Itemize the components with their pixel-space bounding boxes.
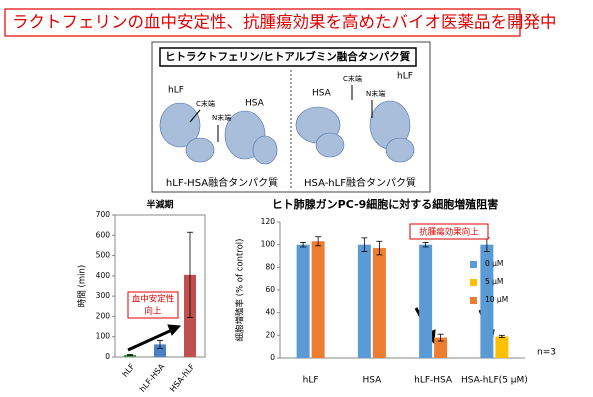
- figure-caption: hLF-HSA融合タンパク質: [166, 176, 278, 189]
- figure-label: hLF: [168, 86, 184, 96]
- legend-label: 5 μM: [485, 277, 503, 286]
- y-tick-label: 120: [261, 217, 276, 226]
- chart-title: ヒト肺腺ガンPC-9細胞に対する細胞増殖阻害: [272, 197, 499, 211]
- figure-label: hLF: [397, 72, 413, 82]
- title-box: [4, 8, 521, 37]
- protein-structures: [159, 100, 415, 165]
- y-tick-label: 700: [96, 210, 111, 219]
- y-tick-label: 0: [270, 353, 275, 362]
- y-axis-label: 時間 (min): [78, 265, 88, 307]
- y-tick-label: 200: [96, 311, 111, 320]
- annotation: 血中安定性: [132, 294, 175, 305]
- y-tick-label: 20: [265, 330, 275, 339]
- bar: [419, 244, 433, 358]
- figure-label: N末端: [366, 89, 385, 98]
- bar: [154, 344, 166, 357]
- legend-swatch: [470, 279, 477, 286]
- y-tick-label: 300: [96, 291, 111, 300]
- annotation-box: [409, 223, 489, 240]
- x-tick-label: hLF-HSA: [414, 376, 453, 386]
- x-tick-label: hLF: [303, 376, 319, 386]
- figure-label: N末端: [212, 113, 231, 122]
- figure-label: C末端: [343, 74, 362, 83]
- bar: [495, 336, 509, 358]
- bar: [296, 244, 310, 358]
- x-tick-label: HSA: [362, 376, 382, 386]
- bar: [434, 337, 448, 358]
- legend-swatch: [470, 261, 477, 268]
- slide-title: ラクトフェリンの血中安定性、抗腫瘍効果を高めたバイオ医薬品を開発中: [12, 13, 557, 32]
- figure-caption: HSA-hLF融合タンパク質: [304, 176, 416, 189]
- bar: [311, 241, 325, 358]
- y-tick-label: 0: [105, 352, 110, 361]
- legend-label: 10 μM: [485, 295, 508, 304]
- y-axis-label: 細胞増殖率 (% of control): [235, 239, 246, 342]
- figure-header: ヒトラクトフェリン/ヒトアルブミン融合タンパク質: [165, 50, 411, 63]
- x-tick-label: HSA-hLF(5 μM): [461, 376, 528, 386]
- y-tick-label: 500: [96, 251, 111, 260]
- figure-header-box: [159, 47, 417, 67]
- terminus-arrows: [189, 85, 373, 142]
- annotation-box: [127, 291, 179, 319]
- y-tick-label: 600: [96, 230, 111, 239]
- legend-label: 0 μM: [485, 259, 503, 268]
- figure-label: HSA: [312, 89, 332, 99]
- y-tick-label: 400: [96, 271, 111, 280]
- bar: [124, 354, 136, 357]
- y-tick-label: 80: [265, 262, 275, 271]
- figure-label: HSA: [245, 99, 265, 109]
- y-tick-label: 100: [261, 240, 276, 249]
- bar: [372, 248, 386, 358]
- bar: [480, 244, 494, 358]
- annotation: 向上: [144, 306, 162, 317]
- y-tick-label: 60: [265, 285, 275, 294]
- legend-swatch: [470, 297, 477, 304]
- figure-label: C末端: [196, 99, 215, 108]
- y-tick-label: 100: [96, 332, 111, 341]
- annotation: n=3: [537, 348, 556, 358]
- y-tick-label: 40: [265, 308, 275, 317]
- chart-title: 半減期: [146, 199, 173, 211]
- bar: [357, 244, 371, 358]
- annotation: 抗腫瘍効果向上: [419, 227, 479, 238]
